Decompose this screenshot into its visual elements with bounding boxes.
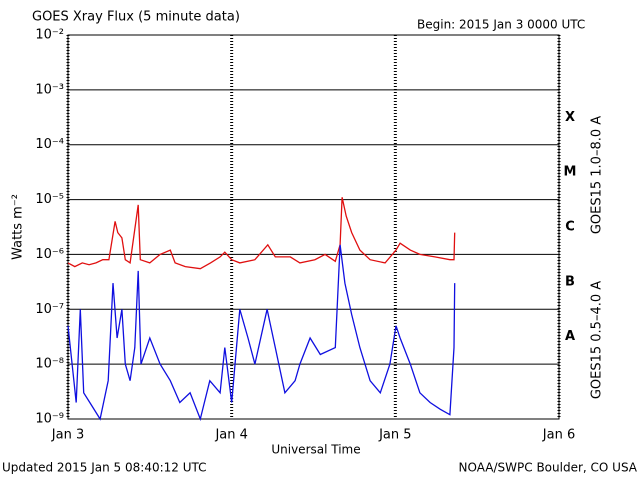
y-tick-label: 10⁻² — [35, 28, 64, 43]
series-line — [67, 244, 456, 422]
x-axis-label: Universal Time — [271, 443, 360, 457]
x-tick-label: Jan 4 — [214, 428, 247, 443]
flare-class-label: C — [565, 220, 575, 235]
y-tick-label: 10⁻⁵ — [35, 192, 64, 207]
flare-class-label: M — [564, 165, 577, 180]
legend-entry: GOES15 0.5–4.0 A — [590, 281, 605, 399]
subtitle: Begin: 2015 Jan 3 0000 UTC — [417, 18, 585, 32]
footer-left: Updated 2015 Jan 5 08:40:12 UTC — [2, 461, 207, 475]
y-tick-label: 10⁻⁶ — [35, 247, 64, 262]
y-tick-label: 10⁻⁷ — [35, 302, 64, 317]
y-tick-label: 10⁻⁸ — [35, 357, 64, 372]
flare-class-label: B — [565, 274, 575, 289]
chart-title: GOES Xray Flux (5 minute data) — [32, 10, 240, 25]
legend-entry: GOES15 1.0–8.0 A — [590, 116, 605, 234]
flare-class-label: X — [565, 110, 575, 125]
footer-right: NOAA/SWPC Boulder, CO USA — [459, 461, 638, 475]
x-tick-label: Jan 5 — [378, 428, 411, 443]
y-tick-label: 10⁻⁴ — [35, 137, 64, 152]
series-line — [67, 197, 456, 270]
x-tick-label: Jan 3 — [51, 428, 84, 443]
plot-frame — [67, 34, 560, 420]
flare-class-label: A — [565, 329, 575, 344]
x-tick-label: Jan 6 — [542, 428, 575, 443]
y-axis-label: Watts m⁻² — [11, 194, 26, 260]
y-tick-label: 10⁻⁹ — [35, 412, 64, 427]
y-tick-label: 10⁻³ — [35, 82, 64, 97]
